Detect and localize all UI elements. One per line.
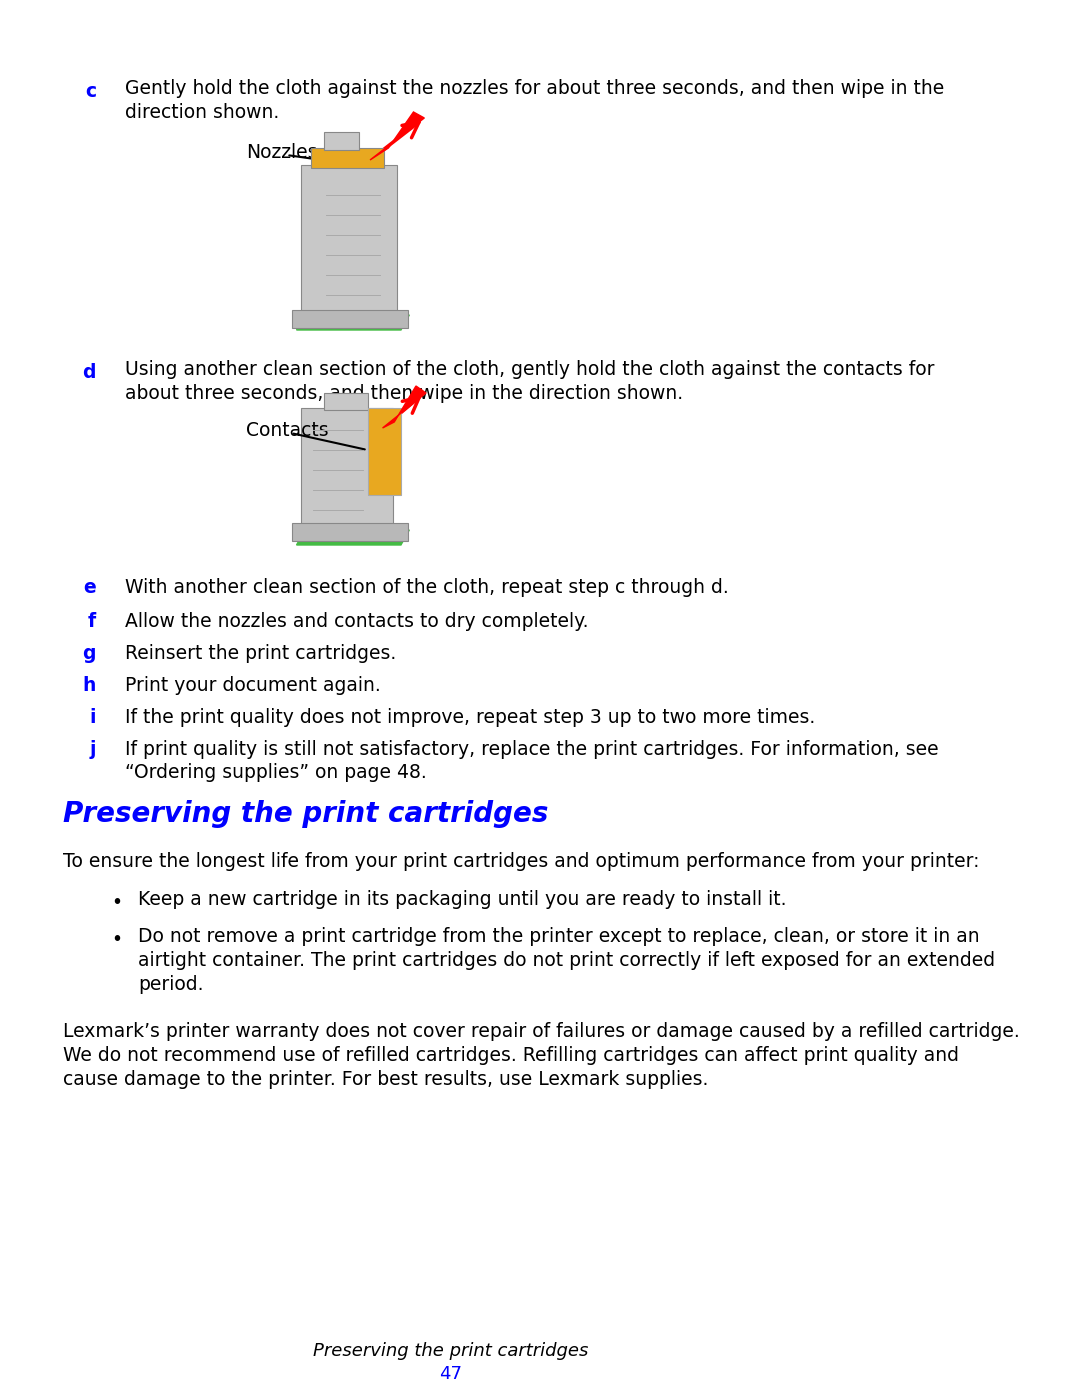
Text: g: g — [82, 644, 96, 664]
Polygon shape — [293, 522, 407, 541]
Polygon shape — [382, 386, 426, 427]
Text: “Ordering supplies” on page 48.: “Ordering supplies” on page 48. — [125, 763, 427, 782]
Text: Print your document again.: Print your document again. — [125, 676, 381, 694]
Text: airtight container. The print cartridges do not print correctly if left exposed : airtight container. The print cartridges… — [138, 951, 995, 970]
Text: If the print quality does not improve, repeat step 3 up to two more times.: If the print quality does not improve, r… — [125, 708, 815, 726]
Text: Preserving the print cartridges: Preserving the print cartridges — [313, 1343, 589, 1361]
Text: Using another clean section of the cloth, gently hold the cloth against the cont: Using another clean section of the cloth… — [125, 360, 935, 379]
Text: Keep a new cartridge in its packaging until you are ready to install it.: Keep a new cartridge in its packaging un… — [138, 890, 786, 909]
Text: Do not remove a print cartridge from the printer except to replace, clean, or st: Do not remove a print cartridge from the… — [138, 928, 980, 946]
Text: Allow the nozzles and contacts to dry completely.: Allow the nozzles and contacts to dry co… — [125, 612, 589, 631]
Text: We do not recommend use of refilled cartridges. Refilling cartridges can affect : We do not recommend use of refilled cart… — [63, 1046, 959, 1065]
Text: f: f — [87, 612, 96, 631]
Polygon shape — [324, 131, 360, 149]
Text: Lexmark’s printer warranty does not cover repair of failures or damage caused by: Lexmark’s printer warranty does not cove… — [63, 1023, 1020, 1041]
Text: c: c — [85, 82, 96, 101]
Text: j: j — [90, 740, 96, 759]
Polygon shape — [300, 165, 396, 314]
Text: If print quality is still not satisfactory, replace the print cartridges. For in: If print quality is still not satisfacto… — [125, 740, 939, 759]
Text: d: d — [82, 363, 96, 381]
Text: about three seconds, and then wipe in the direction shown.: about three seconds, and then wipe in th… — [125, 384, 684, 402]
Text: direction shown.: direction shown. — [125, 103, 280, 122]
Text: •: • — [111, 893, 122, 912]
Polygon shape — [297, 314, 409, 330]
Text: cause damage to the printer. For best results, use Lexmark supplies.: cause damage to the printer. For best re… — [63, 1070, 708, 1090]
Polygon shape — [311, 148, 384, 168]
Text: e: e — [83, 578, 96, 597]
Text: With another clean section of the cloth, repeat step c through d.: With another clean section of the cloth,… — [125, 578, 729, 597]
Text: Gently hold the cloth against the nozzles for about three seconds, and then wipe: Gently hold the cloth against the nozzle… — [125, 80, 945, 98]
Polygon shape — [370, 112, 424, 161]
Text: Preserving the print cartridges: Preserving the print cartridges — [63, 800, 548, 828]
Polygon shape — [367, 408, 401, 495]
Text: period.: period. — [138, 975, 203, 995]
Polygon shape — [293, 310, 407, 328]
Text: i: i — [90, 708, 96, 726]
Text: Reinsert the print cartridges.: Reinsert the print cartridges. — [125, 644, 396, 664]
Text: •: • — [111, 930, 122, 949]
Text: Contacts: Contacts — [246, 420, 329, 440]
Text: To ensure the longest life from your print cartridges and optimum performance fr: To ensure the longest life from your pri… — [63, 852, 980, 870]
Polygon shape — [300, 408, 393, 528]
Polygon shape — [324, 393, 367, 409]
Text: Nozzles: Nozzles — [246, 142, 318, 162]
Text: h: h — [83, 676, 96, 694]
Text: 47: 47 — [440, 1365, 462, 1383]
Polygon shape — [297, 529, 409, 545]
